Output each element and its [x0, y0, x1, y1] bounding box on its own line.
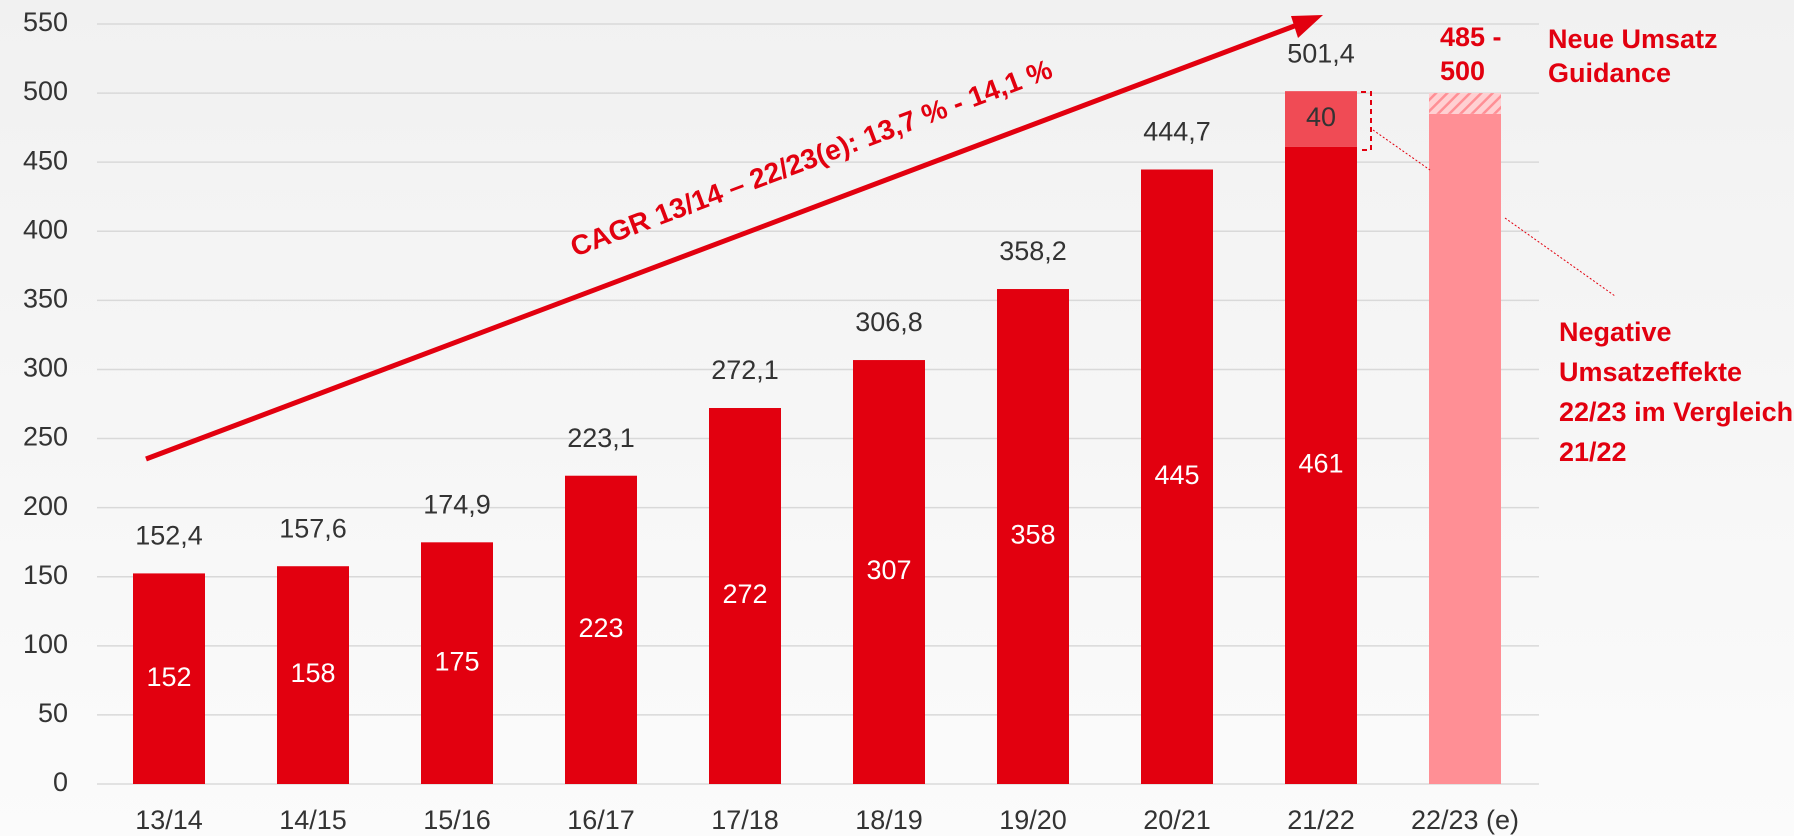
y-tick-label: 50 [38, 698, 68, 728]
y-tick-label: 150 [23, 560, 68, 590]
y-tick-label: 200 [23, 491, 68, 521]
total-label: 157,6 [279, 513, 347, 543]
bar [1429, 113, 1501, 785]
y-tick-label: 550 [23, 7, 68, 37]
total-label: 152,4 [135, 521, 203, 551]
bar [709, 408, 781, 784]
bar-value-label: 307 [866, 555, 911, 585]
total-label: 223,1 [567, 423, 635, 453]
bar [277, 566, 349, 784]
bar [1429, 93, 1501, 114]
total-label: 444,7 [1143, 117, 1211, 147]
x-tick-label: 17/18 [711, 805, 779, 835]
total-label: 358,2 [999, 236, 1067, 266]
x-tick-label: 22/23 (e) [1411, 805, 1519, 835]
bar [565, 475, 637, 784]
guidance-note: Neue Umsatz Guidance [1548, 24, 1718, 88]
x-tick-label: 14/15 [279, 805, 347, 835]
x-tick-label: 15/16 [423, 805, 491, 835]
bar [1285, 91, 1357, 147]
x-tick-label: 16/17 [567, 805, 635, 835]
bar [1141, 169, 1213, 785]
x-tick-label: 21/22 [1287, 805, 1355, 835]
total-label: 501,4 [1287, 38, 1355, 68]
bracket [1361, 91, 1372, 151]
y-tick-label: 400 [23, 214, 68, 244]
x-tick-label: 13/14 [135, 805, 203, 835]
y-tick-label: 300 [23, 353, 68, 383]
y-tick-label: 0 [53, 767, 68, 797]
bar-value-label: 445 [1154, 460, 1199, 490]
bar [133, 573, 205, 784]
bar-value-label: 175 [434, 646, 479, 676]
bar-value-label: 272 [722, 579, 767, 609]
bar-value-label: 223 [578, 613, 623, 643]
arrow-head [1291, 15, 1323, 38]
y-tick-label: 100 [23, 629, 68, 659]
bar-value-label: 152 [146, 662, 191, 692]
bar [421, 542, 493, 784]
y-tick-label: 450 [23, 145, 68, 175]
y-tick-label: 500 [23, 76, 68, 106]
bar-value-label: 40 [1306, 102, 1336, 132]
y-tick-label: 250 [23, 422, 68, 452]
total-label: 306,8 [855, 307, 923, 337]
y-tick-label: 350 [23, 283, 68, 313]
x-tick-label: 18/19 [855, 805, 923, 835]
bar [1285, 146, 1357, 784]
leader-line [1372, 129, 1431, 171]
bar [853, 360, 925, 784]
x-tick-label: 19/20 [999, 805, 1067, 835]
bar-value-label: 158 [290, 658, 335, 688]
x-tick-label: 20/21 [1143, 805, 1211, 835]
bar-value-label: 461 [1298, 449, 1343, 479]
bar-value-label: 358 [1010, 520, 1055, 550]
range-note: 485 - 500 [1440, 22, 1502, 86]
bar [997, 289, 1069, 784]
total-label: 272,1 [711, 355, 779, 385]
cagr-arrow [145, 19, 1306, 462]
effects-note: Negative Umsatzeffekte 22/23 im Vergleic… [1559, 317, 1794, 467]
total-label: 174,9 [423, 489, 491, 519]
leader-line [1504, 217, 1616, 297]
